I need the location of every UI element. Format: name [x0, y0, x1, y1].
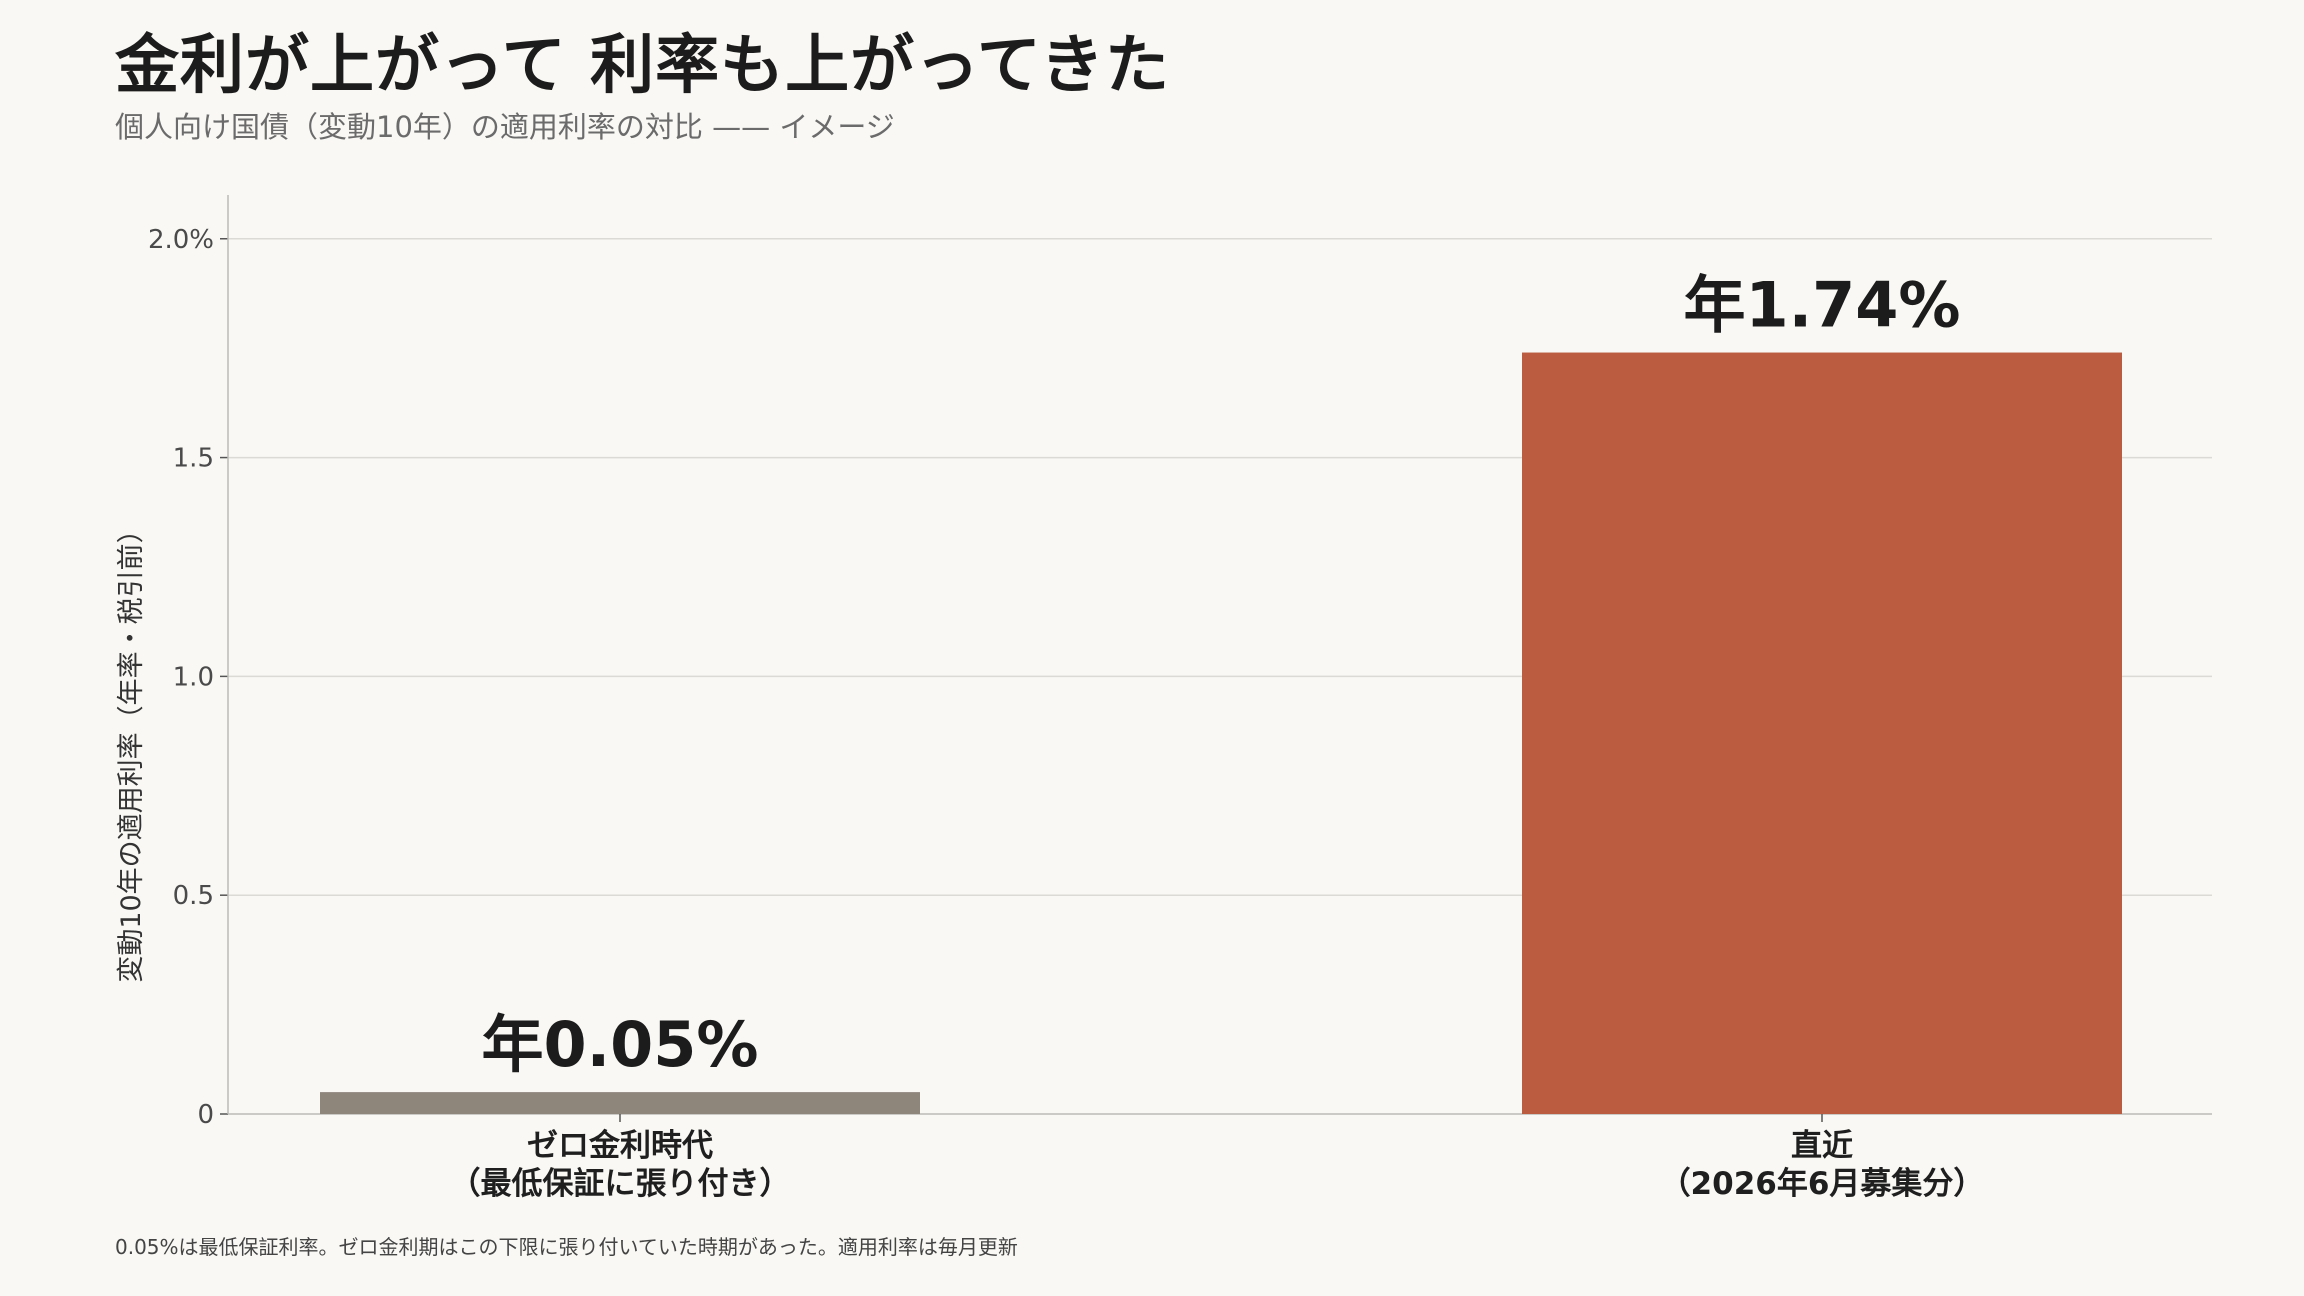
- x-tick-label: （2026年6月募集分）: [1660, 1166, 1985, 1202]
- y-tick-label: 0.5: [173, 881, 214, 911]
- data-label: 年1.74%: [1683, 269, 1960, 342]
- y-tick-label: 0: [197, 1100, 214, 1130]
- chart-subtitle: 個人向け国債（変動10年）の適用利率の対比 —— イメージ: [115, 110, 895, 144]
- x-tick-label: 直近: [1791, 1128, 1853, 1164]
- bar: [1522, 352, 2122, 1114]
- chart-title: 金利が上がって 利率も上がってきた: [115, 29, 1170, 103]
- bars: [320, 352, 2122, 1114]
- y-tick-label: 1.0: [173, 662, 214, 692]
- data-label: 年0.05%: [481, 1008, 758, 1081]
- labels: 年0.05% ゼロ金利時代（最低保証に張り付き） 年1.74% 直近（2026年6月募…: [450, 269, 1985, 1202]
- bar: [320, 1092, 920, 1114]
- y-axis-label: 変動10年の適用利率（年率・税引前）: [116, 516, 147, 982]
- footnote: 0.05%は最低保証利率。ゼロ金利期はこの下限に張り付いていた時期があった。適用…: [115, 1235, 1018, 1259]
- x-tick-label: （最低保証に張り付き）: [450, 1166, 791, 1202]
- y-tick-label: 2.0%: [148, 225, 214, 255]
- y-tick-label: 1.5: [173, 444, 214, 474]
- x-tick-label: ゼロ金利時代: [527, 1128, 713, 1164]
